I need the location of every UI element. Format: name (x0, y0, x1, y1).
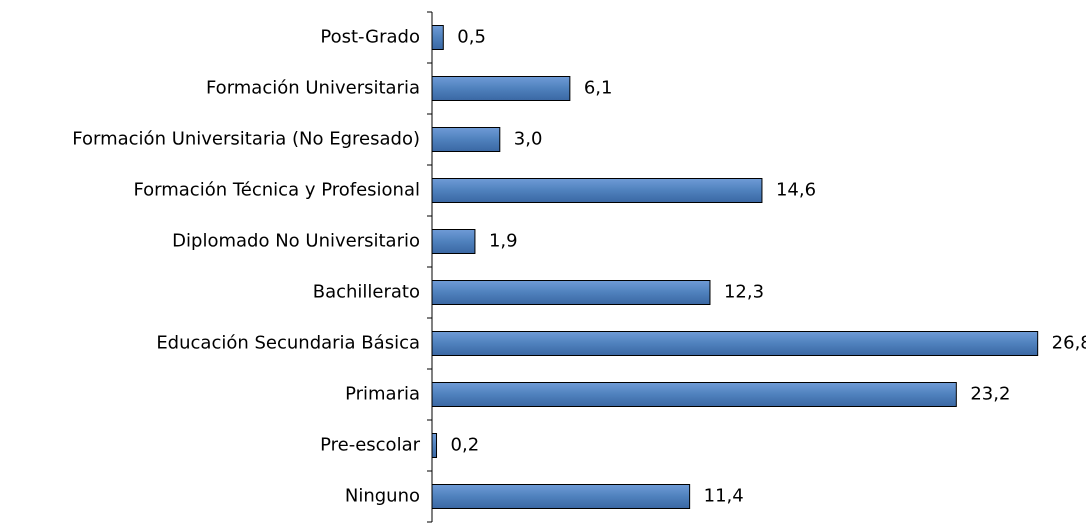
category-label: Pre-escolar (320, 435, 421, 456)
bar (431, 76, 571, 101)
bar (431, 127, 501, 152)
value-label: 0,5 (457, 27, 486, 48)
value-label: 6,1 (584, 78, 613, 99)
category-label: Educación Secundaria Básica (156, 333, 420, 354)
bar (431, 433, 438, 458)
bar (431, 229, 476, 254)
value-label: 3,0 (514, 129, 543, 150)
category-label: Formación Universitaria (No Egresado) (72, 129, 420, 150)
value-label: 12,3 (724, 282, 764, 303)
value-label: 14,6 (776, 180, 816, 201)
value-label: 23,2 (970, 384, 1010, 405)
category-label: Bachillerato (313, 282, 420, 303)
bar (431, 178, 763, 203)
category-label: Post-Grado (320, 27, 420, 48)
value-label: 1,9 (489, 231, 518, 252)
bar (431, 280, 711, 305)
category-label: Primaria (345, 384, 420, 405)
category-label: Diplomado No Universitario (172, 231, 420, 252)
value-label: 11,4 (704, 486, 744, 507)
bar (431, 484, 691, 509)
bar (431, 25, 444, 50)
bar (431, 382, 957, 407)
category-label: Formación Universitaria (206, 78, 420, 99)
category-label: Formación Técnica y Profesional (133, 180, 420, 201)
value-label: 0,2 (451, 435, 480, 456)
category-label: Ninguno (345, 486, 420, 507)
value-label: 26,8 (1052, 333, 1086, 354)
bar (431, 331, 1039, 356)
